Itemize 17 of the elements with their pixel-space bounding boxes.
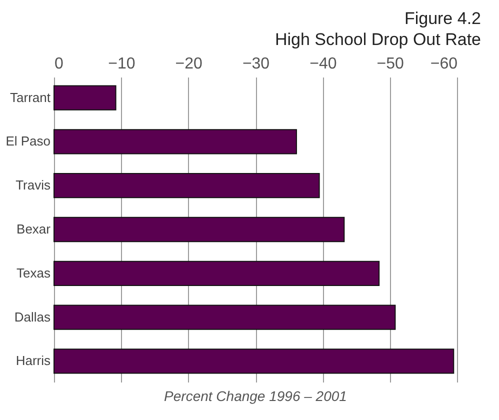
x-axis-title: Percent Change 1996 – 2001 <box>164 388 347 404</box>
y-tick-label: Harris <box>16 353 51 368</box>
x-tick-label: −60 <box>430 56 458 72</box>
chart-title: Figure 4.2 <box>403 8 481 29</box>
x-tick-label: −10 <box>108 56 136 72</box>
y-tick-label: Bexar <box>16 222 52 236</box>
x-tick-label: −50 <box>376 56 404 72</box>
x-tick-label: 0 <box>54 56 64 72</box>
y-tick-label: El Paso <box>6 134 50 149</box>
x-tick-label: −30 <box>242 56 270 72</box>
y-tick-label: Travis <box>16 178 51 193</box>
y-tick-label: Texas <box>16 265 51 280</box>
x-tick-label: −40 <box>310 56 337 72</box>
y-tick-label: Tarrant <box>10 90 51 105</box>
x-tick-label: −20 <box>175 56 203 72</box>
y-tick-label: Dallas <box>14 309 51 324</box>
chart-subtitle: High School Drop Out Rate <box>275 29 481 50</box>
